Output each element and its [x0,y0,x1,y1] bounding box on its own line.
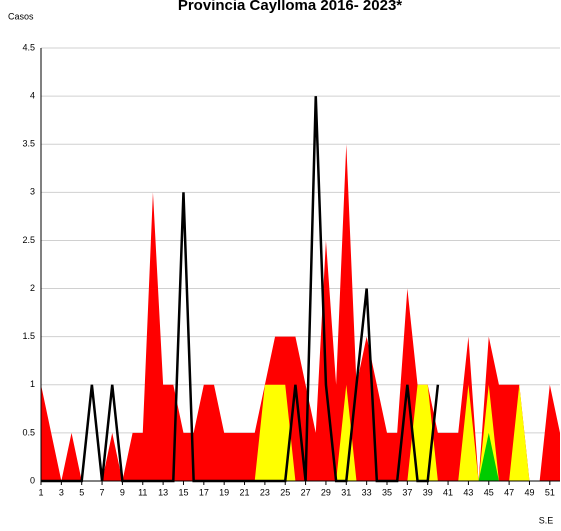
x-tick-label: 47 [504,487,514,497]
x-tick-label: 41 [443,487,453,497]
x-tick-label: 45 [484,487,494,497]
y-tick-label: 4.5 [22,42,35,52]
y-tick-label: 1 [30,379,35,389]
y-tick-label: 0.5 [22,427,35,437]
y-axis-label: Casos [8,11,34,21]
x-tick-label: 37 [402,487,412,497]
x-tick-label: 23 [260,487,270,497]
x-tick-label: 21 [240,487,250,497]
x-tick-label: 49 [524,487,534,497]
x-tick-label: 9 [120,487,125,497]
x-tick-label: 17 [199,487,209,497]
x-tick-label: 31 [341,487,351,497]
x-tick-label: 51 [545,487,555,497]
x-tick-label: 39 [423,487,433,497]
x-tick-label: 33 [362,487,372,497]
x-tick-label: 43 [463,487,473,497]
y-tick-label: 3.5 [22,139,35,149]
x-tick-label: 13 [158,487,168,497]
x-tick-label: 7 [100,487,105,497]
y-tick-label: 3 [30,187,35,197]
chart-title: Provincia Caylloma 2016- 2023* [178,0,402,14]
x-tick-label: 29 [321,487,331,497]
x-axis-label: S.E [539,515,554,525]
x-tick-label: 35 [382,487,392,497]
y-tick-label: 2 [30,283,35,293]
area [41,144,560,481]
y-tick-label: 2.5 [22,235,35,245]
x-tick-label: 19 [219,487,229,497]
y-tick-label: 4 [30,90,35,100]
x-tick-label: 5 [79,487,84,497]
x-tick-label: 25 [280,487,290,497]
y-tick-label: 1.5 [22,331,35,341]
x-tick-label: 27 [301,487,311,497]
y-tick-label: 0 [30,475,35,485]
x-tick-label: 3 [59,487,64,497]
x-tick-label: 15 [178,487,188,497]
x-tick-label: 1 [38,487,43,497]
x-tick-label: 11 [138,487,147,497]
